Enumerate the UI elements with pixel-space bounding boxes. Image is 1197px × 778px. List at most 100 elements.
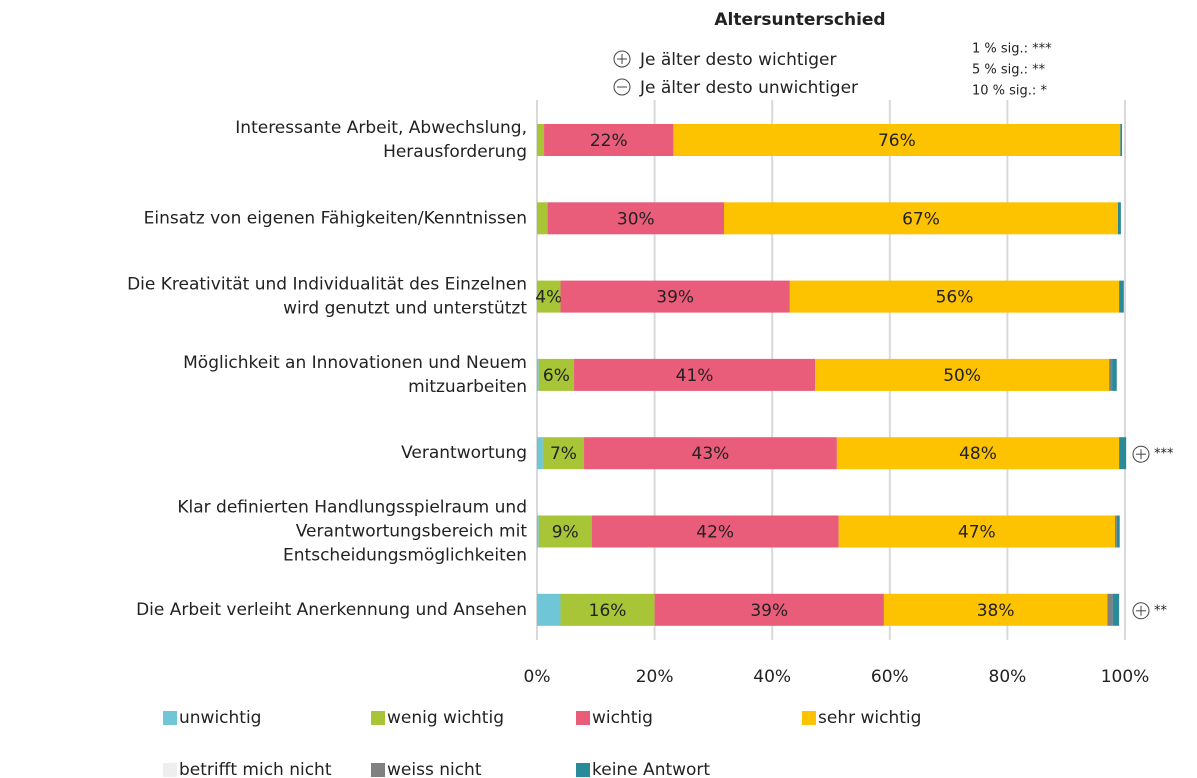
bar-segment [537, 280, 561, 313]
legend-swatch [802, 711, 816, 725]
category-line: Interessante Arbeit, Abwechslung, [235, 118, 527, 138]
bar-segment [836, 437, 1120, 470]
x-tick-label: 100% [1101, 667, 1150, 687]
bar-segment [1109, 358, 1113, 391]
category-line: Einsatz von eigenen Fähigkeiten/Kenntnis… [144, 208, 527, 228]
category-label: Verantwortung [401, 443, 527, 463]
plus-icon [1132, 602, 1150, 620]
bar-segment [789, 280, 1120, 313]
category-label: Die Arbeit verleiht Anerkennung und Anse… [136, 600, 527, 620]
bar-segment [537, 358, 539, 391]
legend-swatch [163, 711, 177, 725]
category-label: Die Kreativität und Individualität des E… [127, 275, 527, 319]
category-line: Herausforderung [383, 142, 527, 162]
category-line: Entscheidungsmöglichkeiten [283, 546, 527, 566]
sig-note: 1 % sig.: *** [972, 42, 1052, 57]
bar-label: 67% [902, 209, 940, 229]
category-line: Verantwortung [401, 443, 527, 463]
bar-segment [815, 358, 1110, 391]
plus-circle [1132, 445, 1150, 463]
plus-icon [613, 50, 631, 68]
bar-label: 43% [692, 444, 730, 464]
category-label: Klar definierten Handlungsspielraum und V… [177, 498, 527, 566]
category-line: Möglichkeit an Innovationen und Neuem [183, 353, 527, 373]
chart-title: Altersunterschied [714, 10, 885, 30]
category-line: Die Kreativität und Individualität des E… [127, 275, 527, 295]
x-tick-label: 60% [871, 667, 909, 687]
bar-segment [560, 593, 655, 626]
bar-segment [883, 593, 1108, 626]
significance: ** [1154, 603, 1168, 618]
legend-swatch [163, 763, 177, 777]
category-label: Möglichkeit an Innovationen und Neuem mit… [183, 353, 527, 397]
bar-label: 76% [878, 131, 916, 151]
bar-label: 4% [535, 288, 562, 308]
bar-segment [537, 202, 548, 235]
bar-segment [1107, 593, 1113, 626]
category-line: Verantwortungsbereich mit [296, 522, 528, 542]
bar-label: 48% [959, 444, 997, 464]
bar-segment [537, 437, 543, 470]
legend-label: betrifft mich nicht [179, 760, 332, 778]
bar-segment [1112, 358, 1117, 391]
bar-segment [654, 593, 884, 626]
bar-segment [560, 280, 790, 313]
significance: *** [1154, 447, 1174, 462]
bar-segment [538, 358, 575, 391]
bar-segment [1119, 437, 1127, 470]
bar-segment [1119, 280, 1124, 313]
category-line: Klar definierten Handlungsspielraum und [177, 498, 527, 518]
bar-label: 47% [958, 523, 996, 543]
x-tick-label: 40% [753, 667, 791, 687]
sig-note: 5 % sig.: ** [972, 63, 1046, 78]
category-line: wird genutzt und unterstützt [283, 299, 527, 319]
bar-label: 56% [936, 288, 974, 308]
x-tick-label: 0% [524, 667, 551, 687]
legend-label: unwichtig [179, 708, 261, 728]
bar-segment [1112, 593, 1120, 626]
legend-swatch [576, 711, 590, 725]
sig-note: 10 % sig.: * [972, 84, 1047, 99]
bar-segment [1120, 124, 1123, 156]
legend-label: weiss nicht [387, 760, 482, 778]
category-label: Einsatz von eigenen Fähigkeiten/Kenntnis… [144, 208, 527, 228]
category-line: mitzuarbeiten [408, 377, 527, 397]
bar-segment [1116, 515, 1120, 548]
bar-label: 39% [656, 288, 694, 308]
legend-swatch [371, 711, 385, 725]
bar-segment [544, 124, 674, 156]
bar-segment [1115, 515, 1117, 548]
bar-label: 39% [750, 601, 788, 621]
x-tick-label: 80% [989, 667, 1027, 687]
bar-segment [584, 437, 837, 470]
bar-label: 6% [543, 366, 570, 386]
bar-segment [537, 124, 545, 156]
legend-label: wichtig [592, 708, 653, 728]
legend-label: wenig wichtig [387, 708, 504, 728]
bar-label: 38% [977, 601, 1015, 621]
bar-segment [838, 515, 1116, 548]
legend-label: keine Antwort [592, 760, 710, 778]
legend-minus: Je älter desto unwichtiger [639, 78, 858, 98]
bar-label: 16% [589, 601, 627, 621]
bar-segment [538, 515, 592, 548]
legend-swatch [576, 763, 590, 777]
bar-label: 22% [590, 131, 628, 151]
plus-icon [1132, 445, 1150, 463]
bar-segment [591, 515, 839, 548]
bar-segment [723, 202, 1118, 235]
bar-segment [542, 437, 585, 470]
bar-segment [547, 202, 724, 235]
bar-segment [673, 124, 1121, 156]
legend-label: sehr wichtig [818, 708, 921, 728]
legend-swatch [371, 763, 385, 777]
category-line: Die Arbeit verleiht Anerkennung und Anse… [136, 600, 527, 620]
minus-icon [613, 78, 631, 96]
bar-label: 9% [552, 523, 579, 543]
bar-segment [537, 593, 561, 626]
category-label: Interessante Arbeit, Abwechslung, Herausf… [235, 118, 527, 162]
legend-plus: Je älter desto wichtiger [639, 50, 837, 70]
bar-label: 42% [696, 523, 734, 543]
bar-label: 30% [617, 209, 655, 229]
